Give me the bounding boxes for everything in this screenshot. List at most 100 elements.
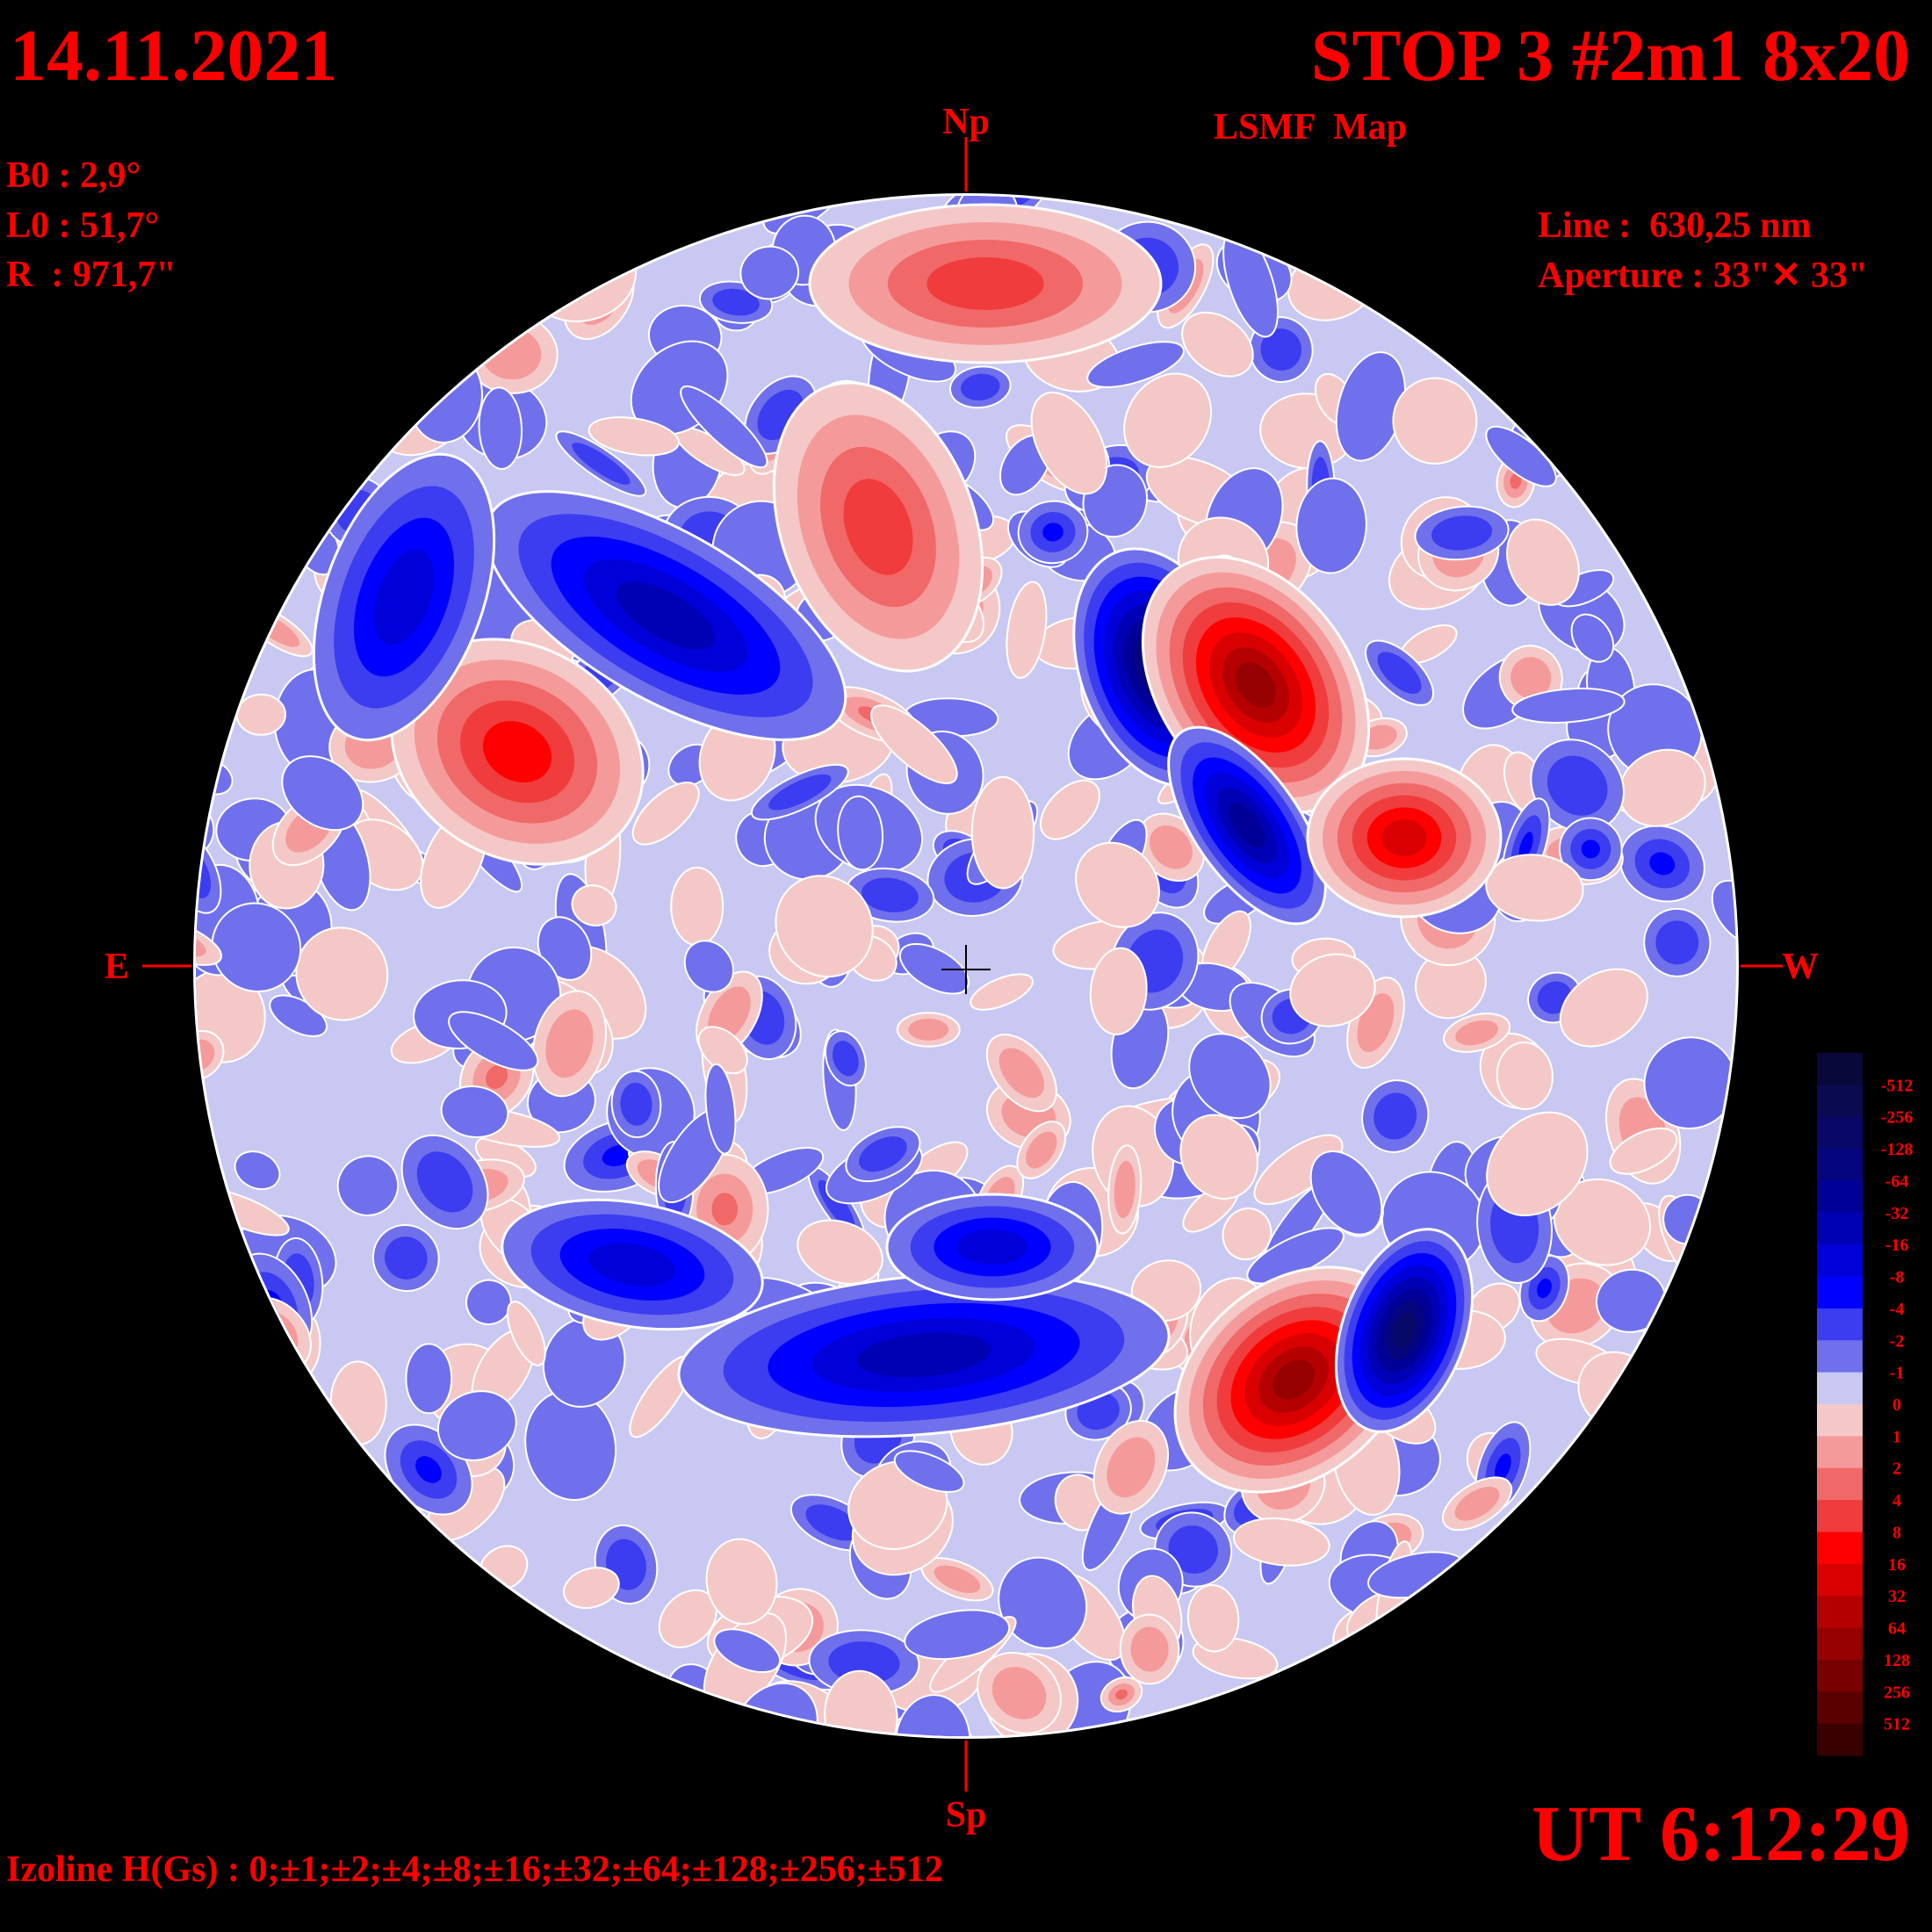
time: UT 6:12:29 xyxy=(1532,1791,1910,1878)
field-blob xyxy=(211,902,302,993)
colorbar-label: -16 xyxy=(1885,1236,1909,1255)
instrument-info: Aperture : 33"✕ 33" xyxy=(1538,256,1868,296)
field-blob xyxy=(1114,1160,1135,1219)
field-blob xyxy=(234,1150,281,1191)
field-blob xyxy=(1711,879,1736,945)
colorbar-label: 32 xyxy=(1888,1587,1906,1606)
field-blob xyxy=(1309,1150,1383,1236)
field-blob xyxy=(385,1236,428,1280)
field-blob xyxy=(1150,825,1193,869)
field-blob xyxy=(1295,477,1367,574)
field-blob xyxy=(1075,841,1160,928)
colorbar-band xyxy=(1817,1276,1863,1309)
colorbar-band xyxy=(1817,1149,1863,1181)
field-blob xyxy=(571,884,617,926)
field-blob xyxy=(1495,1453,1511,1481)
field-blob xyxy=(631,782,700,846)
colorbar-band xyxy=(1817,1372,1863,1405)
field-feature xyxy=(843,479,913,575)
field-blob xyxy=(1181,311,1254,378)
colorbar-label: 1 xyxy=(1892,1427,1901,1446)
field-blob xyxy=(713,1628,782,1674)
field-blob xyxy=(1643,1036,1736,1129)
field-blob xyxy=(1289,953,1376,1027)
field-blob xyxy=(934,1565,981,1593)
field-feature xyxy=(856,1332,991,1378)
field-feature xyxy=(482,721,552,782)
izoline-legend: Izoline H(Gs) : 0;±1;±2;±4;±8;±16;±32;±6… xyxy=(6,1849,943,1890)
field-feature xyxy=(957,1229,1027,1265)
colorbar-label: -2 xyxy=(1890,1331,1905,1351)
field-blob xyxy=(1537,1278,1552,1299)
instrument-info: Line : 630,25 nm xyxy=(1538,205,1812,246)
field-blob xyxy=(1115,1689,1128,1700)
colorbar-label: 16 xyxy=(1888,1555,1906,1575)
colorbar-band xyxy=(1817,1085,1863,1118)
title: STOP 3 #2m1 8x20 xyxy=(1311,15,1910,97)
field-blob xyxy=(1222,1208,1272,1261)
colorbar-label: 512 xyxy=(1884,1715,1910,1734)
field-blob xyxy=(1546,755,1608,816)
colorbar-band xyxy=(1817,1500,1863,1532)
colorbar-label: -128 xyxy=(1881,1140,1914,1159)
field-blob xyxy=(670,866,724,947)
field-blob xyxy=(908,1018,949,1041)
field-blob xyxy=(1039,779,1100,840)
field-feature xyxy=(373,549,435,645)
colorbar-band xyxy=(1817,1691,1863,1725)
field-blob xyxy=(1431,515,1493,551)
colorbar-label: -256 xyxy=(1881,1108,1914,1128)
field-blob xyxy=(1506,518,1580,606)
field-feature xyxy=(926,257,1044,310)
field-blob xyxy=(440,1085,509,1138)
field-blob xyxy=(1006,580,1048,679)
colorbar-label: 0 xyxy=(1892,1395,1901,1415)
field-blob xyxy=(998,1048,1045,1099)
field-blob xyxy=(1086,341,1185,388)
field-blob xyxy=(336,1155,400,1216)
colorbar-band xyxy=(1817,1723,1863,1756)
field-blob xyxy=(680,385,768,469)
colorbar-label: 2 xyxy=(1892,1460,1901,1479)
colorbar-label: 128 xyxy=(1884,1651,1910,1670)
field-blob xyxy=(1485,854,1584,922)
field-blob xyxy=(1518,832,1533,861)
west-label: W xyxy=(1782,947,1819,987)
colorbar-label: 4 xyxy=(1892,1491,1901,1510)
field-blob xyxy=(704,1063,737,1155)
field-blob xyxy=(861,877,919,912)
field-blob xyxy=(415,1456,442,1483)
field-blob xyxy=(1179,1114,1259,1200)
field-blob xyxy=(1486,1111,1589,1216)
colorbar-band xyxy=(1817,1404,1863,1437)
colorbar-band xyxy=(1817,1180,1863,1214)
field-blob xyxy=(898,942,970,995)
field-blob xyxy=(712,288,760,316)
colorbar-label: -8 xyxy=(1890,1268,1905,1287)
field-blob xyxy=(904,1609,1011,1661)
field-blob xyxy=(1377,652,1422,695)
field-blob xyxy=(705,1538,778,1626)
field-blob xyxy=(1649,852,1676,876)
field-blob xyxy=(775,875,874,978)
field-blob xyxy=(1581,840,1600,859)
field-blob xyxy=(894,1694,971,1736)
field-feature xyxy=(1381,819,1427,856)
field-feature xyxy=(616,581,715,650)
colorbar-band xyxy=(1817,1563,1863,1597)
field-blob xyxy=(1089,947,1148,1035)
field-blob xyxy=(1373,1092,1417,1140)
colorbar-label: -512 xyxy=(1881,1076,1914,1095)
field-blob xyxy=(739,245,800,300)
colorbar-band xyxy=(1817,1627,1863,1661)
field-blob xyxy=(1188,1033,1272,1120)
colorbar-band xyxy=(1817,1467,1863,1501)
field-blob xyxy=(1253,1134,1344,1206)
colorbar-label: 8 xyxy=(1892,1523,1901,1542)
colorbar-band xyxy=(1817,1532,1863,1565)
colorbar-label: -4 xyxy=(1890,1300,1905,1319)
colorbar-band xyxy=(1817,1659,1863,1692)
east-label: E xyxy=(105,947,129,987)
colorbar-label: -1 xyxy=(1890,1364,1905,1383)
